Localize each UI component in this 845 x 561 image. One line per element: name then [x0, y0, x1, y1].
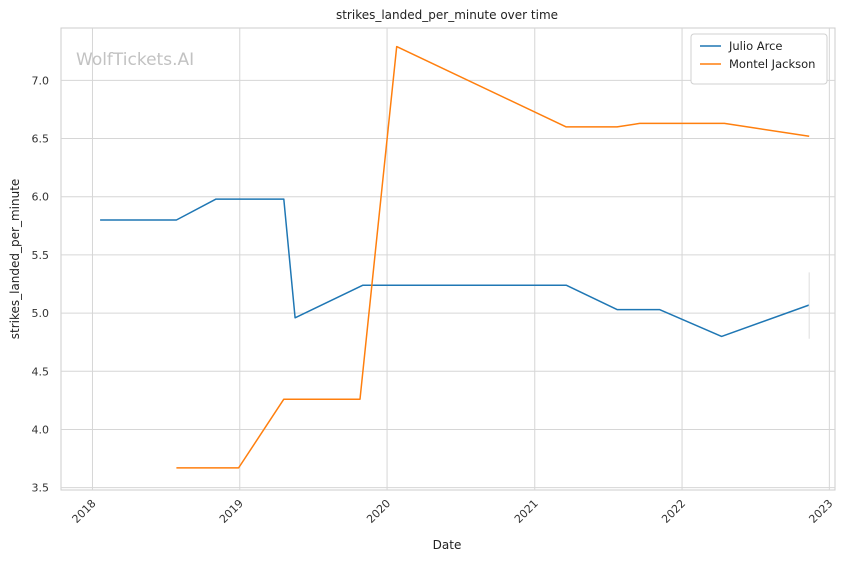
y-tick-label: 5.0 — [32, 307, 50, 320]
legend-items: Julio Arce Montel Jackson — [700, 39, 815, 71]
x-gridlines — [91, 28, 830, 490]
y-tick-label: 4.0 — [32, 423, 50, 436]
plot-frame — [60, 27, 836, 491]
y-axis-title: strikes_landed_per_minute — [8, 179, 22, 340]
chart-title: strikes_landed_per_minute over time — [336, 8, 558, 22]
y-tick-label: 3.5 — [32, 482, 50, 495]
series-line-0 — [100, 198, 810, 338]
legend-label-0: Julio Arce — [728, 39, 783, 53]
legend-label-1: Montel Jackson — [729, 57, 815, 71]
y-tick-label: 7.0 — [32, 74, 50, 87]
plot-area: WolfTickets.AI — [60, 27, 836, 491]
legend: Julio Arce Montel Jackson — [690, 33, 828, 85]
watermark: WolfTickets.AI — [76, 50, 194, 70]
legend-box — [690, 33, 828, 85]
series-lines — [100, 45, 810, 469]
x-axis-title: Date — [433, 538, 462, 552]
y-tick-label: 6.5 — [32, 133, 50, 146]
series-line-1 — [176, 45, 810, 469]
y-tick-label: 6.0 — [32, 191, 50, 204]
y-tick-labels: 3.5 4.0 4.5 5.0 5.5 6.0 6.5 7.0 — [32, 74, 50, 494]
y-tick-label: 5.5 — [32, 249, 50, 262]
y-tick-label: 4.5 — [32, 365, 50, 378]
